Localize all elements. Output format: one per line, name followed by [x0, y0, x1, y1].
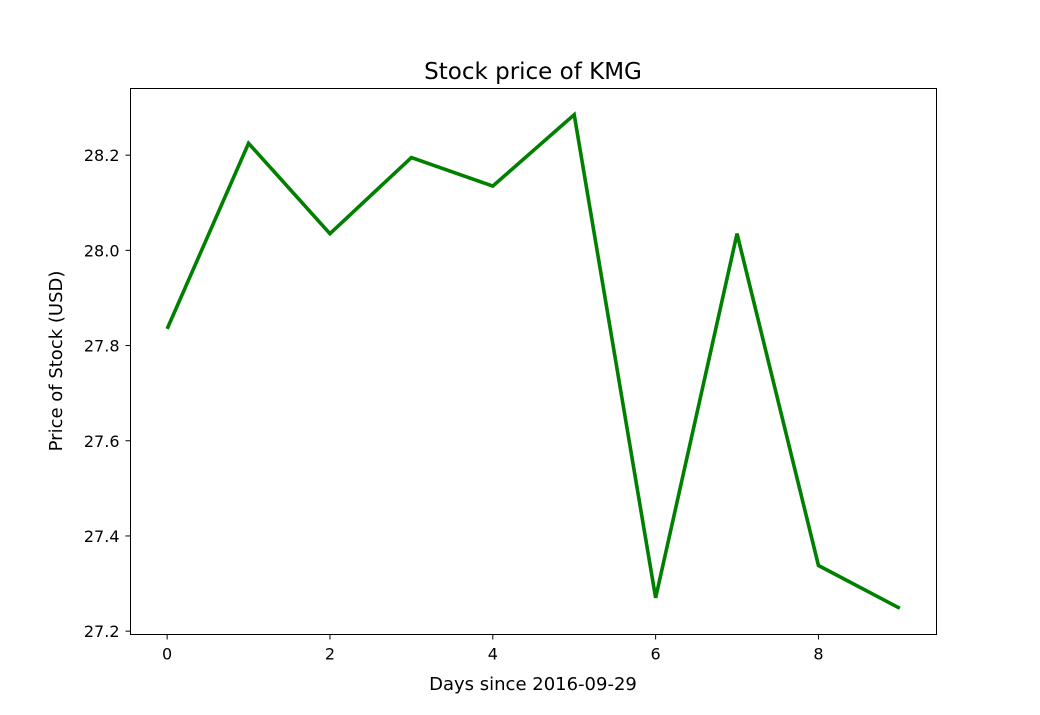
x-tick-label: 2 [325, 645, 335, 664]
x-tick-label: 6 [651, 645, 661, 664]
y-axis: 27.2 27.4 27.6 27.8 28.0 28.2 [84, 146, 131, 641]
x-tick-label: 0 [162, 645, 172, 664]
x-tick-label: 8 [813, 645, 823, 664]
y-tick-label: 27.8 [84, 337, 120, 356]
series-line [165, 111, 901, 610]
plot-area [130, 88, 937, 635]
y-tick-label: 28.0 [84, 241, 120, 260]
y-tick-label: 27.4 [84, 527, 120, 546]
chart-title: Stock price of KMG [424, 59, 642, 85]
y-tick-label: 27.2 [84, 622, 120, 641]
x-axis: 0 2 4 6 8 [162, 634, 824, 664]
y-axis-label: Price of Stock (USD) [46, 271, 67, 452]
y-tick-label: 28.2 [84, 146, 120, 165]
y-tick-label: 27.6 [84, 432, 120, 451]
x-axis-label: Days since 2016-09-29 [429, 674, 637, 695]
x-tick-label: 4 [488, 645, 498, 664]
series-layer [165, 111, 901, 610]
